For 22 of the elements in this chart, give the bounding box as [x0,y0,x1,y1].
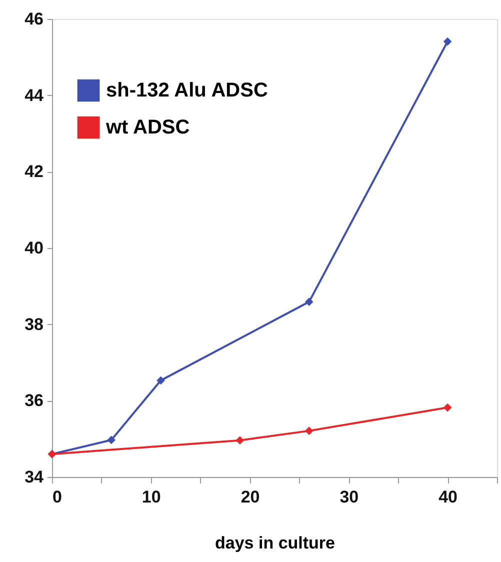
x-axis-title: days in culture [215,534,335,552]
y-tick-label: 44 [24,86,44,105]
x-tick-label: 0 [52,488,62,506]
y-tick-label: 42 [24,162,44,182]
point [443,403,452,412]
point [236,436,244,445]
x-tick-label: 10 [142,488,161,506]
x-tick-label: 20 [240,488,260,506]
y-tick-label: 38 [24,314,44,334]
legend-label: sh-132 Alu ADSC [106,80,268,102]
point [443,37,452,46]
y-tick-label: 40 [24,238,44,258]
y-tick-label: 36 [24,391,44,410]
y-tick-label: 46 [24,10,44,28]
point [304,426,314,435]
point [107,436,116,444]
point [304,298,314,306]
point [156,376,165,385]
x-tick-label: 40 [438,488,458,506]
legend-label: wt ADSC [105,116,190,138]
y-tick-label: 34 [24,468,44,486]
x-tick-label: 30 [340,488,359,506]
